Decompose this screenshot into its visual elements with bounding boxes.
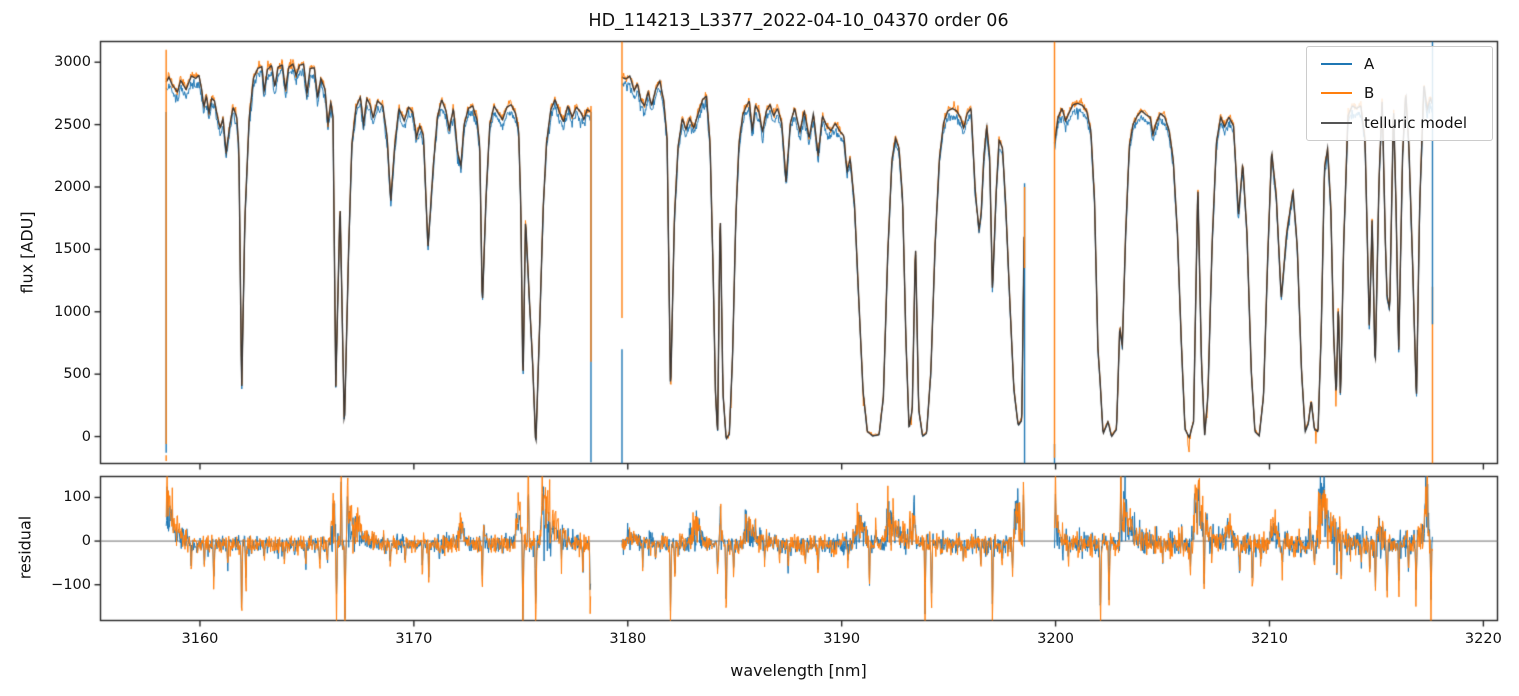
x-tick-label: 3180 [609,631,647,647]
flux-tick-label: 1000 [54,303,91,320]
legend-label: B [1364,84,1375,103]
residual-tick-label: 100 [63,489,91,506]
legend-sample-line-model [1321,122,1352,125]
legend-item: B [1307,84,1492,102]
flux-tick-label: 500 [63,366,91,383]
wavelength-axis-label: wavelength [nm] [730,661,867,680]
x-tick-label: 3200 [1037,631,1075,647]
flux-tick-label: 0 [81,428,91,445]
flux-tick-label: 1500 [54,241,91,258]
legend-label: telluric model [1364,114,1468,133]
x-tick-label: 3190 [823,631,861,647]
x-tick-label: 3160 [181,631,219,647]
residual-tick-label: −100 [51,576,91,593]
plot-title: HD_114213_L3377_2022-04-10_04370 order 0… [588,11,1009,31]
x-tick-label: 3210 [1251,631,1288,647]
flux-tick-label: 2500 [54,116,91,133]
legend: A B telluric model [1306,46,1493,141]
legend-item: telluric model [1307,114,1492,132]
legend-sample-line-b [1321,92,1352,95]
x-tick-label: 3170 [395,631,433,647]
flux-tick-label: 2000 [54,178,91,195]
legend-item: A [1307,55,1492,73]
x-tick-label: 3220 [1464,631,1502,647]
legend-sample-line-a [1321,62,1352,65]
legend-label: A [1364,54,1375,73]
residual-tick-label: 0 [81,533,91,550]
flux-tick-label: 3000 [54,54,91,71]
